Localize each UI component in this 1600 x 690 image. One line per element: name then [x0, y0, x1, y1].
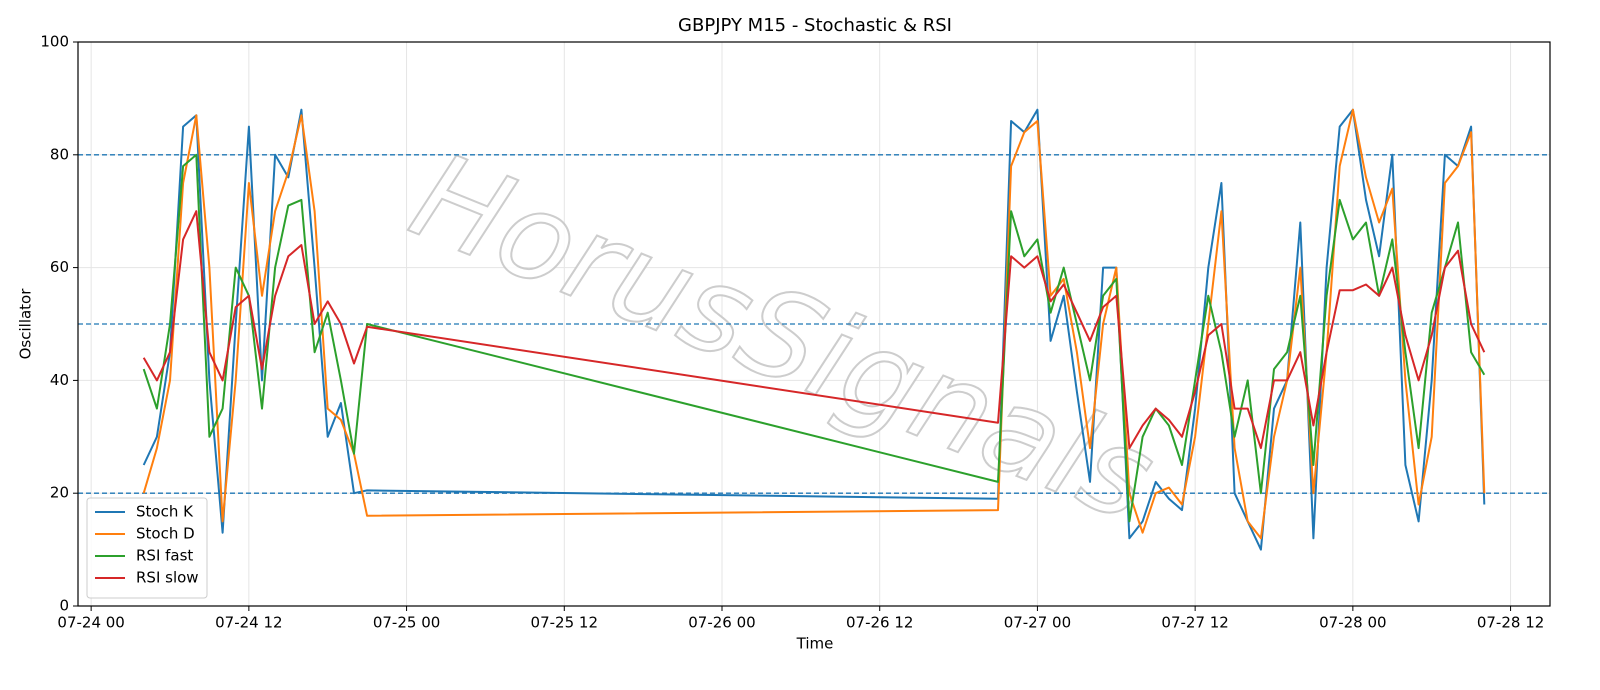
- legend-label: RSI slow: [136, 569, 199, 587]
- legend-box: [86, 497, 208, 599]
- x-tick-label: 07-25 00: [373, 614, 440, 632]
- watermark: HorusSignals: [394, 127, 1172, 549]
- x-tick-label: 07-24 00: [57, 614, 124, 632]
- x-tick-label: 07-28 00: [1319, 614, 1386, 632]
- series-line: [142, 153, 1486, 523]
- y-tick-label: 100: [40, 33, 69, 51]
- x-tick-label: 07-24 12: [215, 614, 282, 632]
- x-tick-label: 07-26 12: [846, 614, 913, 632]
- legend-label: Stoch K: [136, 503, 194, 521]
- y-axis-label: Oscillator: [17, 288, 35, 360]
- plot-frame: [77, 41, 1551, 607]
- x-tick-label: 07-25 12: [531, 614, 598, 632]
- chart-title: GBPJPY M15 - Stochastic & RSI: [678, 15, 952, 36]
- legend-label: RSI fast: [136, 547, 193, 565]
- x-tick-label: 07-27 12: [1161, 614, 1228, 632]
- x-tick-label: 07-27 00: [1004, 614, 1071, 632]
- x-tick-label: 07-26 00: [688, 614, 755, 632]
- legend-label: Stoch D: [136, 525, 195, 543]
- y-tick-label: 20: [50, 484, 69, 502]
- y-tick-label: 80: [50, 145, 69, 163]
- x-axis-label: Time: [796, 635, 834, 653]
- series-line: [142, 210, 1486, 450]
- y-tick-label: 40: [50, 371, 69, 389]
- y-tick-label: 60: [50, 258, 69, 276]
- y-tick-label: 0: [59, 597, 69, 615]
- x-tick-label: 07-28 12: [1477, 614, 1544, 632]
